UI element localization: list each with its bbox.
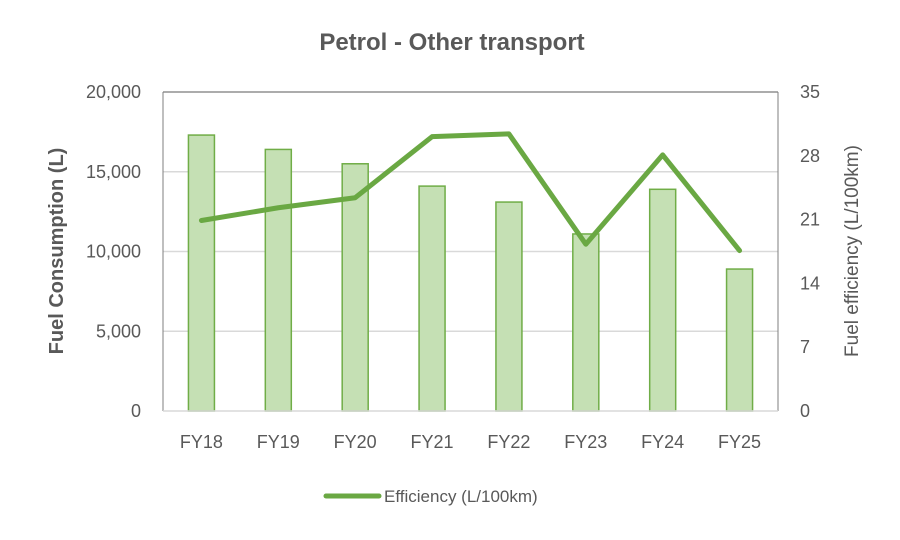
bar-fy23 (572, 233, 600, 412)
right-tick-label: 21 (800, 210, 820, 230)
efficiency-line (198, 131, 743, 254)
right-tick-label: 14 (800, 273, 820, 293)
left-tick-label: 10,000 (86, 242, 141, 262)
left-tick-label: 15,000 (86, 162, 141, 182)
x-tick-label: FY23 (564, 432, 607, 452)
line-series-efficiency (198, 131, 743, 254)
x-tick-label: FY24 (641, 432, 684, 452)
right-tick-label: 0 (800, 401, 810, 421)
gridlines (163, 171, 778, 332)
left-axis-title: Fuel Consumption (L) (46, 148, 68, 355)
x-tick-label: FY20 (334, 432, 377, 452)
x-tick-label: FY25 (718, 432, 761, 452)
left-tick-label: 20,000 (86, 82, 141, 102)
legend-label-efficiency: Efficiency (L/100km) (384, 487, 538, 506)
x-tick-label: FY21 (411, 432, 454, 452)
x-tick-label: FY19 (257, 432, 300, 452)
bar-fy20 (341, 163, 369, 412)
x-tick-label: FY22 (487, 432, 530, 452)
plot-frame (162, 91, 779, 412)
bar-series-fuel-consumption (187, 134, 754, 412)
x-tick-label: FY18 (180, 432, 223, 452)
x-axis-ticks: FY18 FY19 FY20 FY21 FY22 FY23 FY24 FY25 (180, 432, 761, 452)
right-axis-title: Fuel efficiency (L/100km) (842, 145, 863, 357)
chart-title: Petrol - Other transport (319, 29, 584, 56)
left-tick-label: 0 (131, 401, 141, 421)
bar-fy21 (418, 185, 446, 412)
bar-fy25 (725, 268, 754, 412)
left-axis-ticks: 0 5,000 10,000 15,000 20,000 (86, 82, 141, 421)
right-tick-label: 28 (800, 146, 820, 166)
legend: Efficiency (L/100km) (323, 487, 538, 506)
right-tick-label: 35 (800, 82, 820, 102)
left-tick-label: 5,000 (96, 321, 141, 341)
bar-fy18 (187, 134, 216, 412)
right-axis-ticks: 0 7 14 21 28 35 (800, 82, 820, 421)
bar-fy24 (648, 188, 677, 412)
right-tick-label: 7 (800, 337, 810, 357)
bar-fy19 (264, 148, 293, 412)
bar-fy22 (495, 201, 523, 412)
